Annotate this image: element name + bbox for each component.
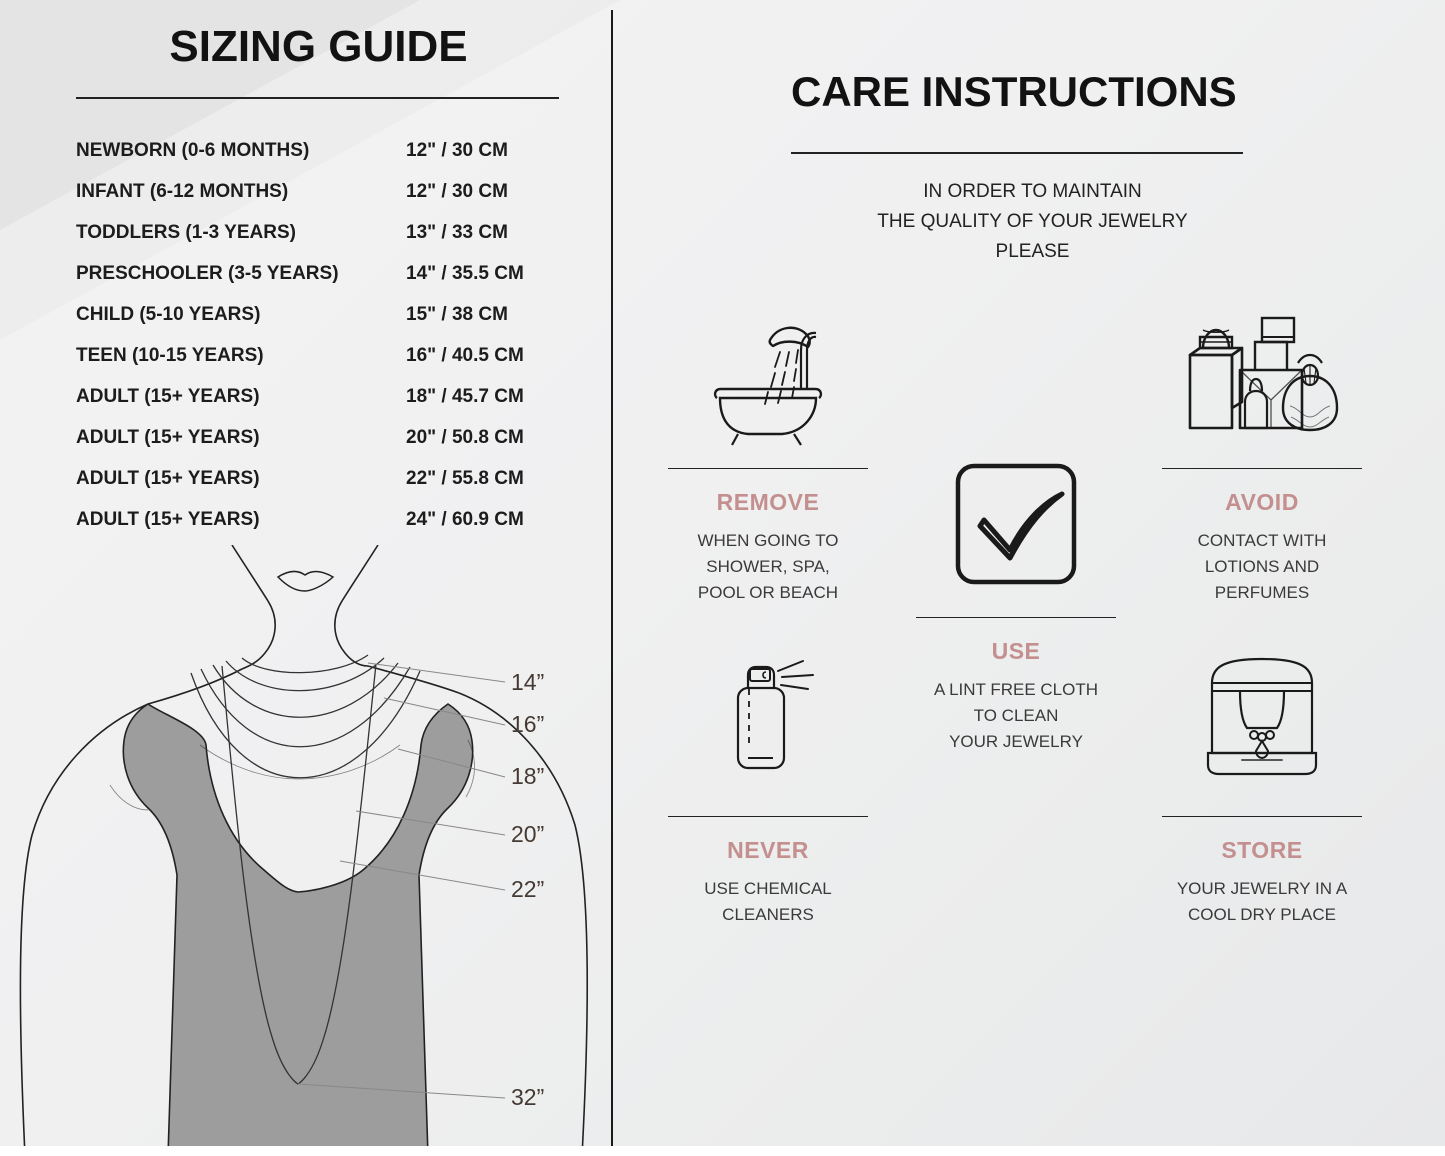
- svg-text:32”: 32”: [511, 1084, 544, 1110]
- svg-text:14”: 14”: [511, 669, 544, 695]
- svg-text:20”: 20”: [511, 821, 544, 847]
- svg-text:16”: 16”: [511, 711, 544, 737]
- svg-text:18”: 18”: [511, 763, 544, 789]
- svg-text:22”: 22”: [511, 876, 544, 902]
